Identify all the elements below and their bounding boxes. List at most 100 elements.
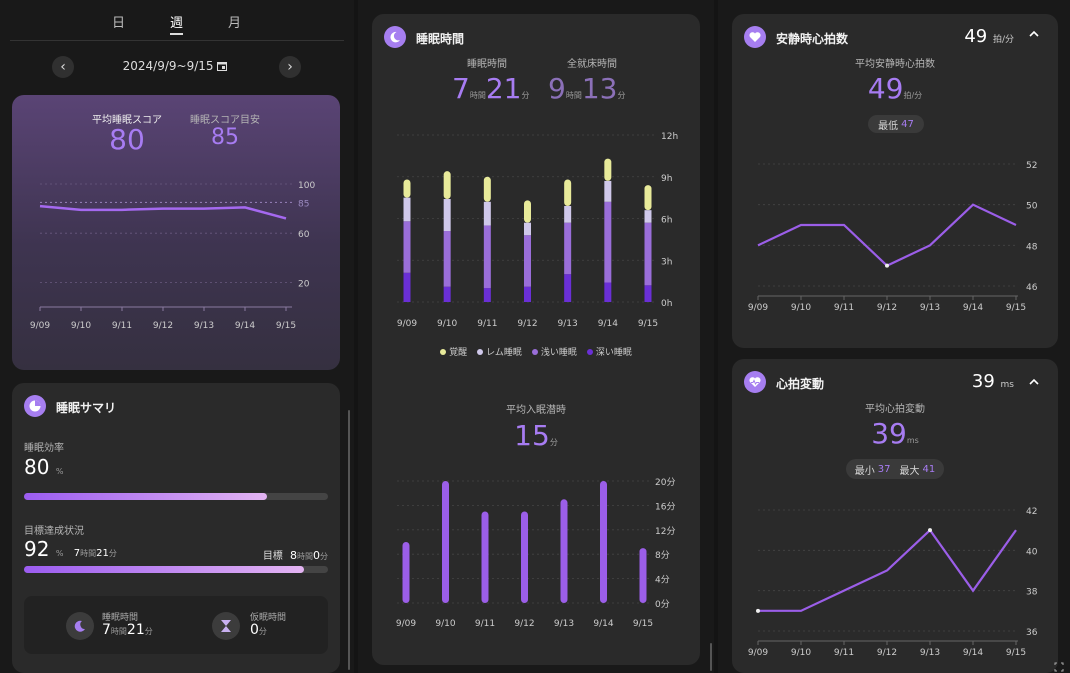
sleep-bar-segment [604, 180, 612, 202]
y-tick-label: 12分 [655, 526, 675, 537]
sleep-bar-segment [644, 285, 652, 302]
resting-hr-header-value: 49 拍/分 [964, 26, 1014, 47]
sleep-bar-segment [564, 205, 572, 223]
prev-week-button[interactable]: ‹ [52, 56, 74, 78]
hr-line [757, 203, 1017, 267]
hrv-unit: ms [1000, 380, 1014, 390]
latency-value: 15分 [486, 419, 586, 452]
x-tick-label: 9/12 [153, 321, 173, 331]
sleep-bar-segment [443, 171, 451, 200]
x-tick-label: 9/15 [633, 619, 653, 629]
sleep-bar-segment [604, 158, 612, 181]
data-point-marker [928, 528, 932, 533]
resting-hr-avg-number: 49 [867, 72, 904, 105]
sleep-bar-segment [403, 197, 411, 222]
goal-target-hours-unit: 時間 [297, 552, 313, 561]
chevron-up-icon [1029, 378, 1039, 385]
x-tick-label: 9/09 [397, 319, 417, 329]
tab-day[interactable]: 日 [112, 16, 126, 31]
hrv-title: 心拍変動 [776, 377, 825, 391]
hrv-min-value: 37 [877, 463, 891, 475]
x-tick-label: 9/10 [791, 303, 811, 313]
avg-score-label: 平均睡眠スコア [92, 115, 162, 126]
hrv-chart: 42 40 38 36 9/09 9/10 9/11 9/12 9/13 9/14 9/15 [748, 507, 1038, 658]
goal-value: 92 [24, 537, 50, 561]
sleep-bar-segment [403, 179, 411, 198]
hrv-header-value: 39 ms [972, 371, 1014, 392]
sleep-duration-minutes-unit: 分 [521, 91, 530, 100]
sleep-duration-label: 睡眠時間 [467, 59, 507, 70]
left-scrollbar[interactable] [348, 410, 350, 670]
y-tick-label: 36 [1026, 628, 1038, 638]
x-tick-label: 9/09 [396, 619, 416, 629]
screenshot-corner-icon[interactable] [1054, 657, 1066, 672]
middle-scrollbar[interactable] [710, 643, 712, 671]
date-range-picker[interactable]: 2024/9/9~9/15 [110, 59, 240, 73]
x-tick-label: 9/13 [558, 319, 578, 329]
goal-target-minutes: 0 [313, 549, 320, 562]
y-tick-label: 52 [1026, 161, 1037, 171]
next-week-button[interactable]: › [279, 56, 301, 78]
chevron-left-icon: ‹ [60, 59, 66, 75]
goal-label: 目標達成状況 [24, 526, 84, 537]
sleep-bar-segment [443, 286, 451, 302]
y-tick-label: 48 [1026, 242, 1038, 252]
hrv-max-value: 41 [922, 463, 936, 475]
sleep-bar-segment [564, 179, 572, 206]
y-tick-label: 0分 [655, 599, 670, 610]
avg-score-value: 80 [109, 123, 145, 156]
sleep-bar-segment [524, 286, 531, 302]
y-tick-label: 9h [661, 174, 672, 184]
x-tick-label: 9/10 [435, 619, 455, 629]
sleep-bar-segment [403, 272, 411, 302]
collapse-rhr-button[interactable] [1028, 28, 1044, 44]
sleep-bar-segment [524, 222, 531, 236]
data-point-marker [756, 608, 760, 613]
x-tick-label: 9/13 [920, 648, 940, 658]
sleep-time-hours-unit: 時間 [110, 627, 127, 636]
efficiency-progress-track [24, 493, 328, 500]
sleep-score-card: 平均睡眠スコア 80 睡眠スコア目安 85 100 85 60 20 9/09 9/10 9… [12, 95, 340, 370]
resting-hr-avg-unit: 拍/分 [903, 91, 923, 100]
nap-time-minutes: 0 [250, 622, 259, 638]
hourglass-icon [212, 612, 240, 640]
resting-hr-avg-value: 49拍/分 [835, 72, 955, 105]
latency-label: 平均入眠潜時 [506, 405, 566, 416]
resting-hr-min-badge: 最低 47 [868, 115, 924, 133]
hrv-max-label: 最大 [899, 465, 920, 477]
sleep-bar-segment [524, 200, 531, 223]
resting-hr-min-value: 47 [901, 118, 914, 130]
sleep-score-chart: 100 85 60 20 9/09 9/10 9/11 9/12 9/13 9/14 9/15 [30, 181, 316, 331]
collapse-hrv-button[interactable] [1028, 373, 1044, 389]
tab-week[interactable]: 週 [170, 12, 184, 35]
efficiency-progress-fill [24, 493, 268, 500]
sleep-bar-segment [564, 222, 572, 275]
sleep-time-card: 睡眠時間 睡眠時間 7時間21分 全就床時間 9時間13分 12h 9h 6h 3h 0… [372, 14, 700, 665]
nap-time-label: 仮眠時間 [250, 613, 287, 623]
x-tick-label: 9/11 [477, 319, 497, 329]
efficiency-label: 睡眠効率 [24, 443, 64, 454]
bed-time-label: 全就床時間 [567, 59, 617, 70]
latency-number: 15 [514, 419, 550, 452]
bed-time-hours-unit: 時間 [565, 91, 582, 100]
sleep-duration-hours: 7 [452, 72, 470, 105]
legend-dot [531, 349, 538, 355]
y-tick-label: 85 [298, 199, 309, 209]
goal-hours-unit: 時間 [80, 549, 97, 558]
tab-month[interactable]: 月 [228, 16, 242, 31]
time-summary-box: 睡眠時間 7時間21分 仮眠時間 0分 [24, 596, 328, 654]
y-tick-label: 3h [661, 257, 672, 267]
bed-time-minutes-unit: 分 [617, 91, 626, 100]
efficiency-value-row: 80 % [24, 455, 63, 479]
x-tick-label: 9/12 [877, 648, 897, 658]
y-tick-label: 4分 [655, 575, 670, 586]
y-tick-label: 20 [298, 279, 310, 289]
x-tick-label: 9/10 [71, 321, 91, 331]
y-tick-label: 16分 [655, 501, 675, 512]
right-panel: 安静時心拍数 49 拍/分 平均安静時心拍数 49拍/分 最低 47 52 50 4… [718, 0, 1070, 673]
x-tick-label: 9/09 [748, 648, 768, 658]
x-tick-label: 9/14 [598, 319, 618, 329]
x-tick-label: 9/11 [475, 619, 495, 629]
heart-pulse-icon [744, 371, 766, 393]
y-tick-label: 46 [1026, 283, 1038, 293]
